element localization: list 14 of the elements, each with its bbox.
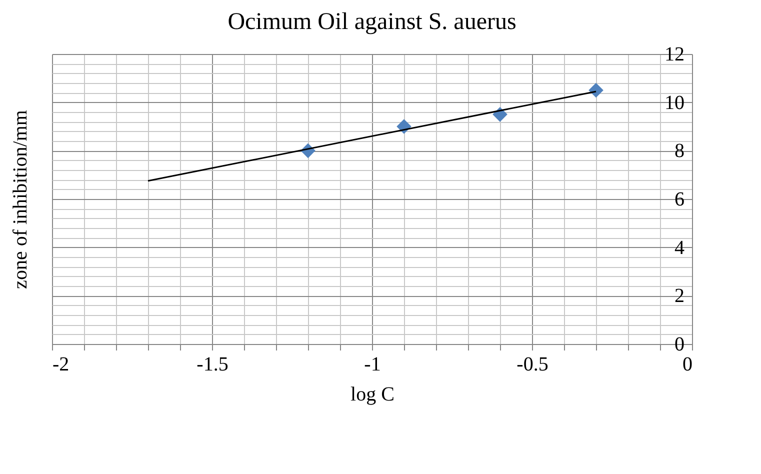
y-axis-title: zone of inhibition/mm (10, 110, 32, 289)
y-tick-label: 4 (674, 236, 684, 259)
y-tick-label: 0 (674, 334, 684, 356)
chart-title: Ocimum Oil against S. auerus (228, 9, 516, 35)
y-tick-label: 2 (674, 285, 684, 308)
x-tick-label: -1 (364, 354, 381, 376)
x-tick-label: -1.5 (196, 354, 228, 376)
x-tick-label: -0.5 (516, 354, 548, 376)
y-tick-label: 6 (674, 188, 684, 210)
x-axis-title: log C (350, 384, 394, 406)
x-tick-label: -2 (52, 354, 70, 376)
y-tick-label: 10 (664, 92, 684, 114)
y-tick-label: 8 (674, 140, 684, 162)
y-tick-label: 12 (664, 44, 684, 66)
